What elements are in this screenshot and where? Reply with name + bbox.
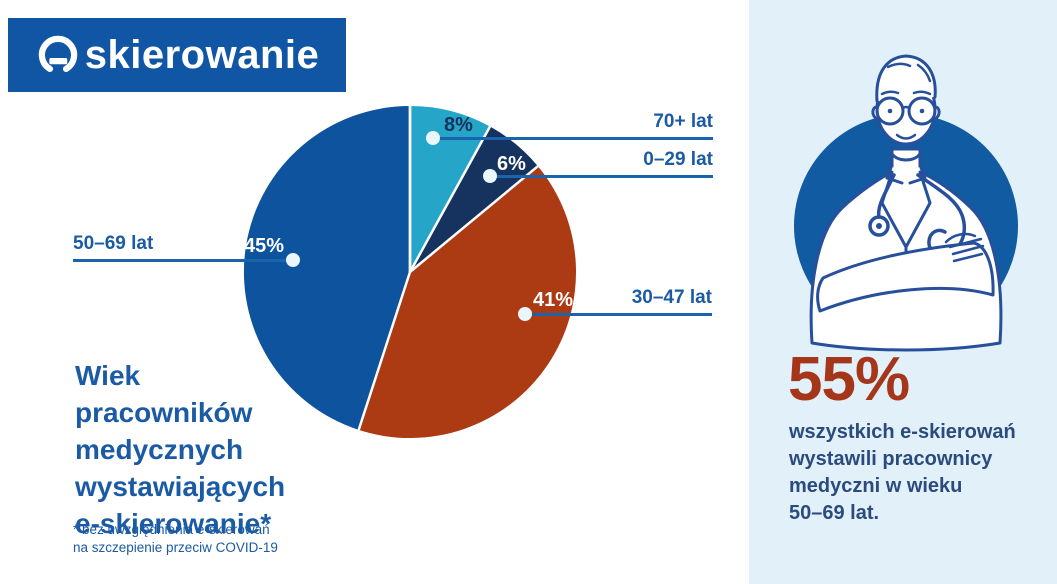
pie-separator [408, 125, 492, 273]
stethoscope-chestpiece-icon [868, 215, 890, 237]
doctor-fingers [948, 237, 985, 263]
leader-line-50-69 [73, 259, 293, 262]
doctor-smile [895, 133, 917, 140]
doctor-illustration [794, 54, 1018, 352]
eskierowanie-logo: skierowanie [8, 18, 346, 92]
logo-text: skierowanie [84, 33, 320, 77]
doctor-thumb [944, 232, 977, 244]
leader-dot-70plus [426, 131, 440, 145]
pie-separator [357, 271, 412, 431]
chart-title: Wiek pracowników medycznych wystawiający… [75, 360, 286, 539]
e-circle-icon [38, 35, 77, 73]
pie-label-30-47: 30–47 lat [631, 287, 712, 308]
doctor-hair-strokes [886, 62, 932, 83]
doctor-crossed-arms [816, 241, 995, 313]
doctor-right-eye [919, 108, 925, 114]
chart-footnote: * bez uwzględnienia e-skierowań na szcze… [73, 522, 278, 555]
pie-label-0-29: 0–29 lat [643, 149, 713, 170]
leader-line-30-47 [525, 313, 712, 316]
leader-dot-30-47 [518, 307, 532, 321]
doctor-left-eye [887, 108, 893, 114]
pie-value-50-69: 45% [244, 235, 285, 257]
pie-label-70plus: 70+ lat [653, 111, 713, 132]
stat-text: wszystkich e-skierowań wystawili pracown… [789, 421, 1016, 524]
pie-value-0-29: 6% [497, 153, 526, 175]
doctor-neckline [890, 152, 922, 162]
leader-dot-50-69 [286, 253, 300, 267]
pie-slice-0 [410, 105, 490, 273]
pie-slice-1 [410, 126, 538, 272]
stethoscope-left-tube [876, 173, 896, 219]
leader-line-0-29 [490, 175, 713, 178]
pie-value-70plus: 8% [444, 114, 473, 136]
glasses-right-lens-icon [907, 96, 937, 126]
glasses-bridge [901, 105, 911, 110]
stethoscope-chestpiece-center [876, 223, 882, 229]
glasses-left-lens-icon [875, 96, 905, 126]
pie-slice-2 [358, 166, 577, 439]
leader-dot-0-29 [483, 169, 497, 183]
stat-value: 55% [788, 345, 910, 414]
pie-value-30-47: 41% [533, 289, 574, 311]
pie-label-50-69: 50–69 lat [73, 233, 154, 254]
doctor-eyebrows [880, 90, 932, 96]
doctor-hair [875, 54, 937, 103]
pie-separator [409, 165, 539, 273]
leader-line-70plus [433, 137, 713, 140]
pie-slice-3 [243, 105, 410, 430]
